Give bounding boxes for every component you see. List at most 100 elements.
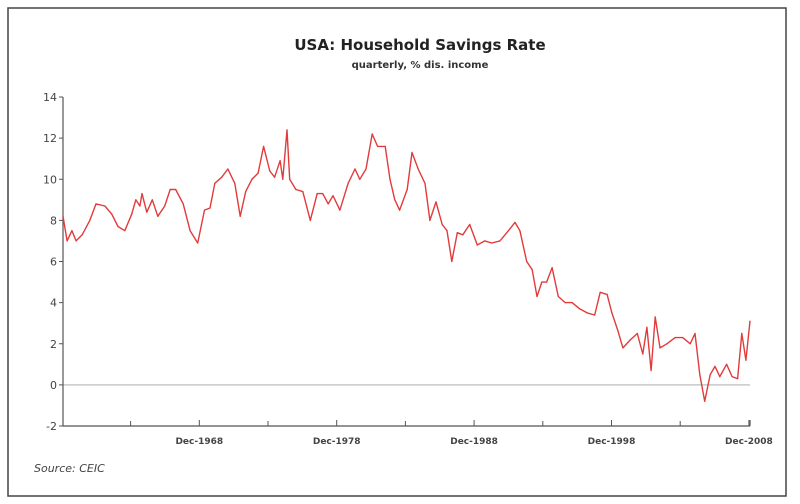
data-point bbox=[541, 281, 543, 283]
data-point bbox=[429, 219, 431, 221]
series-line-savings-rate bbox=[62, 129, 751, 402]
data-point bbox=[214, 182, 216, 184]
data-point bbox=[650, 369, 652, 372]
data-point bbox=[81, 234, 83, 236]
data-point bbox=[221, 176, 223, 178]
data-point bbox=[694, 332, 696, 335]
source-note: Source: CEIC bbox=[34, 462, 105, 475]
data-point bbox=[131, 213, 133, 215]
data-point bbox=[484, 240, 486, 242]
data-point bbox=[435, 201, 437, 203]
data-point bbox=[169, 188, 171, 191]
data-point bbox=[519, 230, 521, 232]
data-point bbox=[551, 267, 553, 269]
axes: -2 0 2 4 6 8 10 12 14 Dec-1968 Dec-1978 Dec-1988 Dec… bbox=[43, 91, 773, 447]
y-tick-label: 0 bbox=[50, 379, 57, 392]
data-point bbox=[611, 312, 613, 314]
data-point bbox=[636, 332, 638, 335]
data-point bbox=[689, 343, 691, 345]
data-point bbox=[197, 242, 199, 244]
data-point bbox=[726, 363, 728, 365]
data-point bbox=[117, 225, 119, 228]
data-point bbox=[666, 343, 668, 345]
data-point bbox=[389, 178, 391, 180]
data-point bbox=[135, 199, 137, 201]
data-point bbox=[424, 182, 426, 184]
data-point bbox=[674, 336, 676, 339]
chart-frame bbox=[7, 7, 787, 497]
x-tick-label: Dec-1988 bbox=[450, 437, 498, 447]
data-point bbox=[295, 188, 297, 191]
y-tick-label: 6 bbox=[50, 256, 57, 269]
data-point bbox=[164, 205, 166, 207]
data-point bbox=[731, 376, 733, 378]
y-tick-label: 12 bbox=[43, 132, 57, 145]
data-point bbox=[141, 193, 143, 195]
data-point bbox=[571, 302, 573, 304]
x-tick-label: Dec-1978 bbox=[313, 437, 361, 447]
data-point bbox=[659, 347, 661, 349]
data-point bbox=[745, 359, 747, 361]
x-tick-label: Dec-1998 bbox=[588, 437, 636, 447]
data-point bbox=[704, 400, 706, 402]
data-point bbox=[514, 221, 516, 224]
data-point bbox=[606, 293, 608, 295]
data-point bbox=[629, 339, 632, 341]
data-point bbox=[339, 209, 341, 211]
data-point bbox=[564, 302, 566, 304]
data-point bbox=[719, 376, 721, 378]
data-point bbox=[62, 215, 64, 217]
data-point bbox=[594, 314, 596, 316]
data-point bbox=[332, 195, 334, 197]
data-point bbox=[359, 178, 361, 180]
data-point bbox=[286, 129, 288, 131]
data-point bbox=[269, 170, 271, 172]
data-point bbox=[203, 209, 206, 211]
y-tick-label: -2 bbox=[46, 420, 57, 433]
data-point bbox=[66, 240, 68, 242]
data-point bbox=[251, 178, 253, 180]
data-point bbox=[536, 295, 538, 298]
data-point bbox=[146, 211, 148, 213]
data-point bbox=[309, 219, 311, 221]
data-point bbox=[456, 232, 458, 234]
data-point bbox=[579, 308, 581, 310]
data-point bbox=[151, 199, 153, 201]
data-point bbox=[157, 215, 159, 217]
data-point bbox=[175, 188, 177, 191]
data-point bbox=[89, 219, 91, 221]
data-point bbox=[446, 230, 448, 232]
data-point bbox=[273, 176, 276, 178]
data-point bbox=[282, 178, 284, 180]
data-point bbox=[682, 336, 684, 339]
data-point bbox=[399, 209, 401, 211]
data-point bbox=[302, 190, 304, 193]
data-point bbox=[347, 182, 349, 184]
data-point bbox=[526, 260, 528, 263]
data-point bbox=[599, 291, 601, 293]
data-point bbox=[71, 230, 73, 232]
data-point bbox=[499, 240, 501, 242]
data-point bbox=[462, 234, 464, 236]
data-point bbox=[384, 145, 386, 147]
data-point bbox=[95, 203, 97, 205]
data-point bbox=[257, 172, 259, 174]
data-point bbox=[557, 295, 559, 298]
data-point bbox=[617, 330, 619, 333]
data-point bbox=[469, 223, 471, 226]
data-point bbox=[749, 320, 751, 322]
data-point bbox=[289, 178, 291, 180]
data-point bbox=[327, 203, 329, 205]
data-point bbox=[371, 133, 373, 135]
data-point bbox=[531, 269, 533, 271]
data-point bbox=[406, 188, 408, 191]
data-point bbox=[622, 347, 624, 349]
data-point bbox=[476, 244, 478, 246]
series-group bbox=[62, 129, 751, 402]
y-tick-label: 10 bbox=[43, 173, 57, 186]
data-point bbox=[709, 373, 711, 376]
data-point bbox=[546, 281, 548, 283]
data-point bbox=[699, 373, 701, 376]
data-point bbox=[441, 223, 443, 226]
data-point bbox=[451, 260, 453, 263]
